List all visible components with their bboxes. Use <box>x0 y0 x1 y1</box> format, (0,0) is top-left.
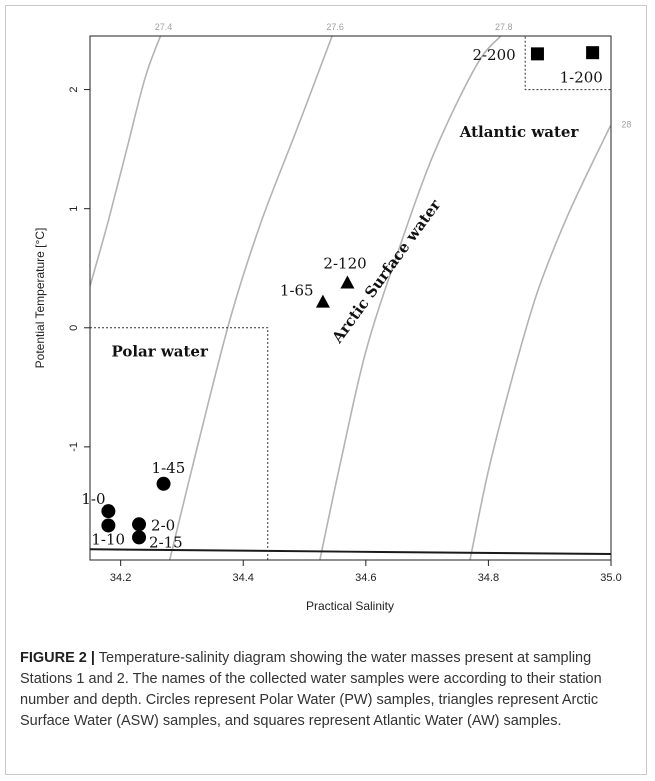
sample-1-0-marker <box>101 504 116 519</box>
x-tick-label: 34.2 <box>110 572 131 584</box>
isopycnal-label-27.4: 27.4 <box>155 22 173 32</box>
caption-text: Temperature-salinity diagram showing the… <box>20 650 602 729</box>
sample-1-200-marker <box>586 46 600 60</box>
figure-number: FIGURE 2 | <box>20 650 95 666</box>
sample-2-120-label: 2-120 <box>323 255 366 273</box>
sample-1-45-marker <box>156 476 171 491</box>
polar-water-box <box>89 327 269 561</box>
figure-caption: FIGURE 2 | Temperature-salinity diagram … <box>20 648 635 732</box>
x-tick-label: 34.8 <box>478 572 499 584</box>
sample-2-0-marker <box>132 517 147 532</box>
atlantic-water-label: Atlantic water <box>459 123 580 141</box>
sample-2-120-marker <box>340 275 355 289</box>
freezing-point-line <box>90 548 611 555</box>
y-axis-label: Potential Temperature [°C] <box>33 228 47 369</box>
sample-1-45-label: 1-45 <box>152 459 186 477</box>
isopycnal-27.8 <box>319 36 502 560</box>
y-tick-label: 1 <box>68 206 80 212</box>
isopycnal-27.4 <box>90 36 162 287</box>
sample-2-15-marker <box>132 530 147 545</box>
polar-water-label: Polar water <box>111 342 209 360</box>
isopycnal-27.6 <box>168 36 333 560</box>
y-tick-label: 2 <box>68 87 80 93</box>
sample-1-10-label: 1-10 <box>91 530 125 548</box>
x-axis-label: Practical Salinity <box>306 599 394 613</box>
sample-2-200-marker <box>530 47 544 61</box>
x-tick-label: 34.6 <box>355 572 376 584</box>
sample-1-65-label: 1-65 <box>280 282 314 300</box>
sample-1-65-marker <box>315 294 330 308</box>
isopycnal-label-layer: 27.4 27.6 27.8 28 <box>155 22 632 130</box>
sample-2-0-label: 2-0 <box>151 516 175 534</box>
isopycnal-label-27.8: 27.8 <box>495 22 513 32</box>
isopycnal-layer <box>90 36 611 560</box>
isopycnal-label-27.6: 27.6 <box>326 22 344 32</box>
figure-frame <box>5 5 647 775</box>
axis-layer: 34.2 34.4 34.6 34.8 35.0 2 1 0 -1 <box>68 87 622 584</box>
y-tick-label: 0 <box>68 325 80 331</box>
ts-diagram: 27.4 27.6 27.8 28 Polar water Atlantic water… <box>33 22 632 613</box>
y-tick-label: -1 <box>68 442 80 452</box>
plot-area-frame <box>89 35 612 561</box>
sample-1-10-marker <box>101 518 116 533</box>
isopycnal-28 <box>469 124 611 560</box>
x-tick-label: 34.4 <box>233 572 254 584</box>
sample-1-0-label: 1-0 <box>81 490 105 508</box>
sample-2-15-label: 2-15 <box>149 533 183 551</box>
isopycnal-label-28: 28 <box>621 120 631 130</box>
sample-1-200-label: 1-200 <box>560 69 603 87</box>
sample-2-200-label: 2-200 <box>472 46 515 64</box>
x-tick-label: 35.0 <box>600 572 621 584</box>
marker-layer: 1-0 1-10 1-45 2-02-15 1-65 2-120 1-200 2-200 <box>81 46 602 552</box>
